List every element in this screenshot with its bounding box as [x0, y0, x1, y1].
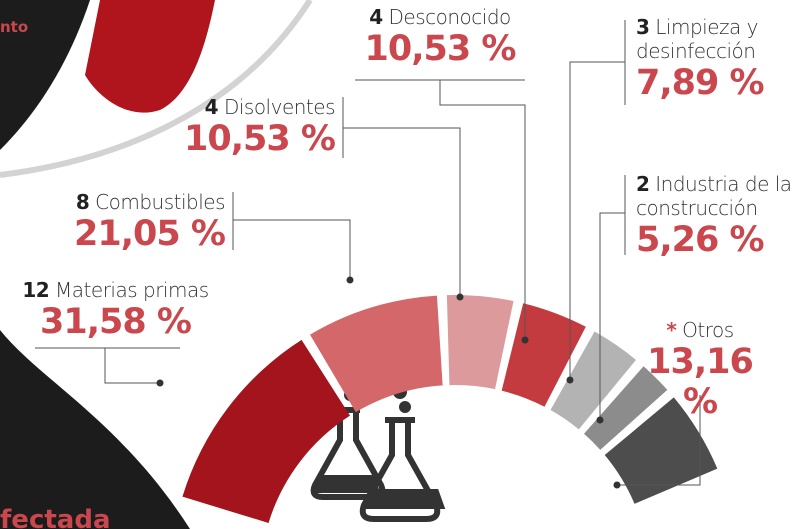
category: Disolventes — [224, 95, 335, 119]
count: 12 — [22, 278, 49, 302]
text-fragment: nto — [0, 18, 28, 36]
leader-dot — [522, 337, 529, 344]
value-label: 5,26 % — [636, 220, 804, 260]
count: 8 — [76, 190, 89, 214]
count: 3 — [636, 15, 649, 39]
leader-dot — [567, 377, 574, 384]
leader-dot — [457, 294, 464, 301]
category: Materias primas — [55, 278, 209, 302]
value-label: 10,53 % — [340, 29, 540, 69]
value-label: 7,89 % — [636, 63, 796, 103]
infographic: 12 Materias primas31,58 %8 Combustibles2… — [0, 0, 804, 529]
category-line: 8 Combustibles — [20, 190, 225, 214]
value-label: 13,16 % — [630, 342, 770, 422]
count: 4 — [369, 5, 382, 29]
leader-dot — [347, 277, 354, 284]
value-label: 31,58 % — [8, 302, 223, 342]
category: Limpieza y desinfección — [636, 15, 758, 63]
text-fragment: fectada — [0, 505, 111, 529]
leader-line — [233, 192, 350, 280]
category: Combustibles — [95, 190, 225, 214]
category-line: 2 Industria de la construcción — [636, 172, 804, 220]
category-line: 12 Materias primas — [8, 278, 223, 302]
category: Desconocido — [389, 5, 511, 29]
category-line: 4 Desconocido — [340, 5, 540, 29]
count: 2 — [636, 172, 649, 196]
count: * — [666, 318, 676, 342]
category: Industria de la construcción — [636, 172, 792, 220]
category: Otros — [682, 318, 734, 342]
count: 4 — [205, 95, 218, 119]
value-label: 10,53 % — [130, 119, 335, 159]
leader-dot — [614, 482, 621, 489]
value-label: 21,05 % — [20, 214, 225, 254]
category-line: 4 Disolventes — [130, 95, 335, 119]
category-line: 3 Limpieza y desinfección — [636, 15, 796, 63]
leader-line — [35, 348, 180, 383]
leader-line — [343, 97, 460, 297]
decor-shape — [0, 330, 190, 529]
category-line: * Otros — [630, 318, 770, 342]
leader-dot — [597, 417, 604, 424]
gauge-segment — [447, 295, 514, 389]
leader-dot — [157, 380, 164, 387]
